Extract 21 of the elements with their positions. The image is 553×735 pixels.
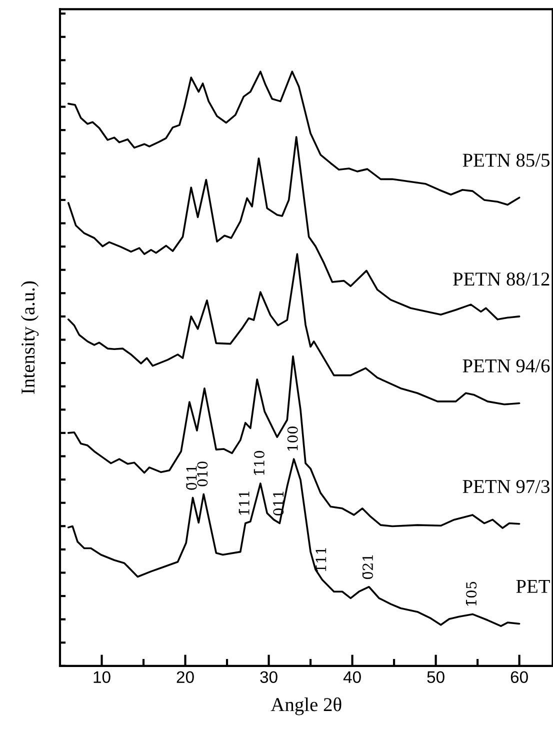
annotation: 1̄05 bbox=[466, 582, 477, 606]
x-tick-label: 20 bbox=[176, 671, 194, 684]
x-tick-label: 30 bbox=[260, 671, 278, 684]
x-tick-label: 40 bbox=[343, 671, 361, 684]
annotation: 1̄11 bbox=[316, 548, 326, 572]
series-label: PET bbox=[516, 580, 550, 593]
x-tick-label: 50 bbox=[427, 671, 444, 684]
series-label: PETN 97/3 bbox=[462, 480, 550, 494]
annotation: 0̄21 bbox=[362, 555, 374, 580]
annotation: 100 bbox=[287, 426, 298, 450]
series-label: PETN 88/12 bbox=[453, 272, 550, 286]
y-axis-title: Intensity (a.u.) bbox=[20, 281, 39, 394]
annotation: 010 bbox=[197, 462, 208, 486]
x-axis-title: Angle 2θ bbox=[270, 697, 342, 716]
series-label: PETN 94/6 bbox=[462, 359, 550, 372]
series-label: PETN 85/5 bbox=[462, 154, 550, 167]
annotation: 0̄11 bbox=[186, 466, 197, 490]
x-tick-label: 10 bbox=[94, 671, 110, 684]
x-tick-label: 60 bbox=[510, 671, 528, 684]
annotation: 1̄10 bbox=[254, 450, 264, 475]
annotation: 1̄11 bbox=[238, 492, 250, 515]
